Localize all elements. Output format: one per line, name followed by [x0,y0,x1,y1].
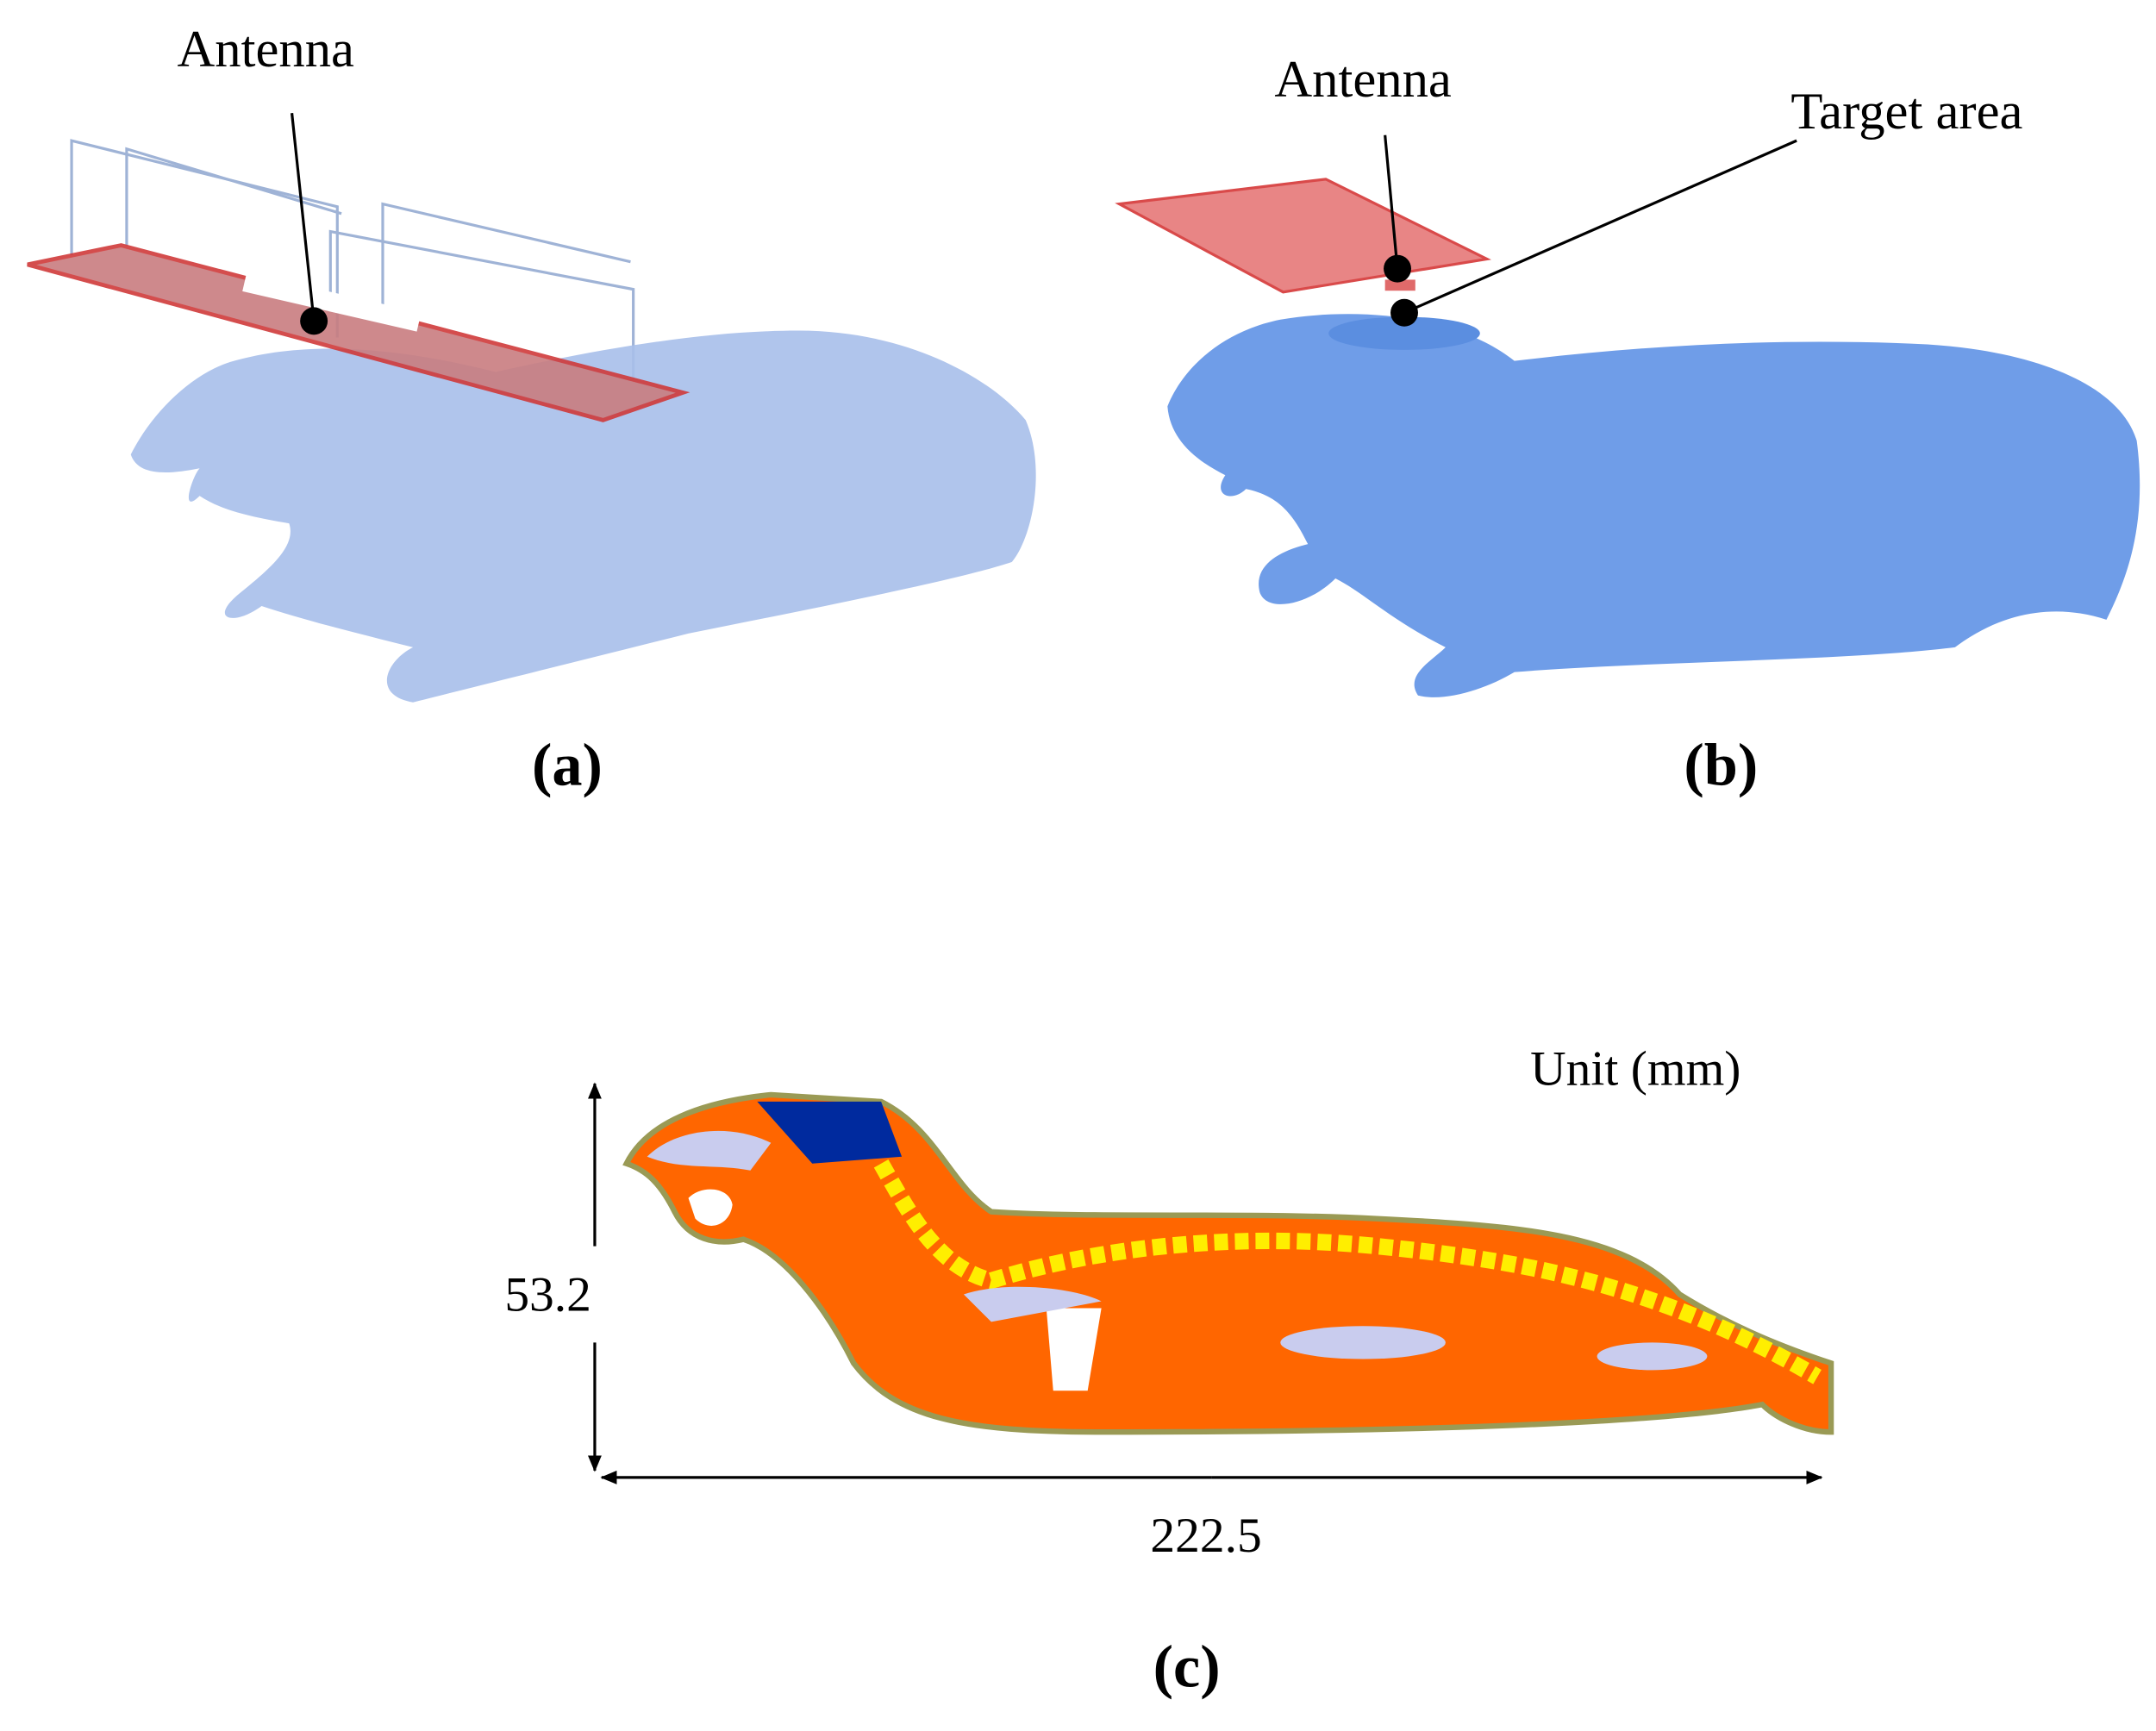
lung [963,1286,1102,1322]
leader-line [1403,139,1797,315]
callout: Antenna [177,21,354,78]
panel-label: (a) [532,732,603,799]
skull [647,1130,772,1171]
width-label: 222.5 [1150,1509,1261,1563]
organ [1280,1326,1446,1359]
wire-frame [70,139,635,379]
antenna-plate [1115,178,1491,294]
antenna-slot [242,272,422,332]
leader-dot [1390,298,1418,327]
leader-line [1384,134,1399,269]
panel-a: Antenna (a) [27,21,1036,799]
antenna-substrate [27,243,691,422]
spine [873,1159,1822,1384]
callout: Target area [1790,83,2022,141]
callout: Antenna [1274,51,1452,109]
panel-b: Antenna Target area (b) [1115,51,2140,799]
panel-label: (c) [1153,1634,1221,1701]
organ [1597,1342,1708,1371]
unit-label: Unit (mm) [1530,1042,1740,1097]
animal-model [130,330,1036,703]
leader-dot [1384,254,1411,283]
antenna-feed [1384,279,1415,291]
animal-model [1167,314,2140,697]
leader-line [290,113,316,322]
panel-c: 53.2 222.5 Unit (mm) (c) [504,1042,1834,1701]
panel-label: (b) [1684,732,1758,799]
target-area [1328,316,1480,350]
bone [1046,1308,1102,1391]
tissue-section [622,1091,1834,1435]
leader-dot [300,307,328,335]
brain [757,1101,903,1164]
cavity [688,1189,733,1226]
height-label: 53.2 [504,1268,591,1322]
